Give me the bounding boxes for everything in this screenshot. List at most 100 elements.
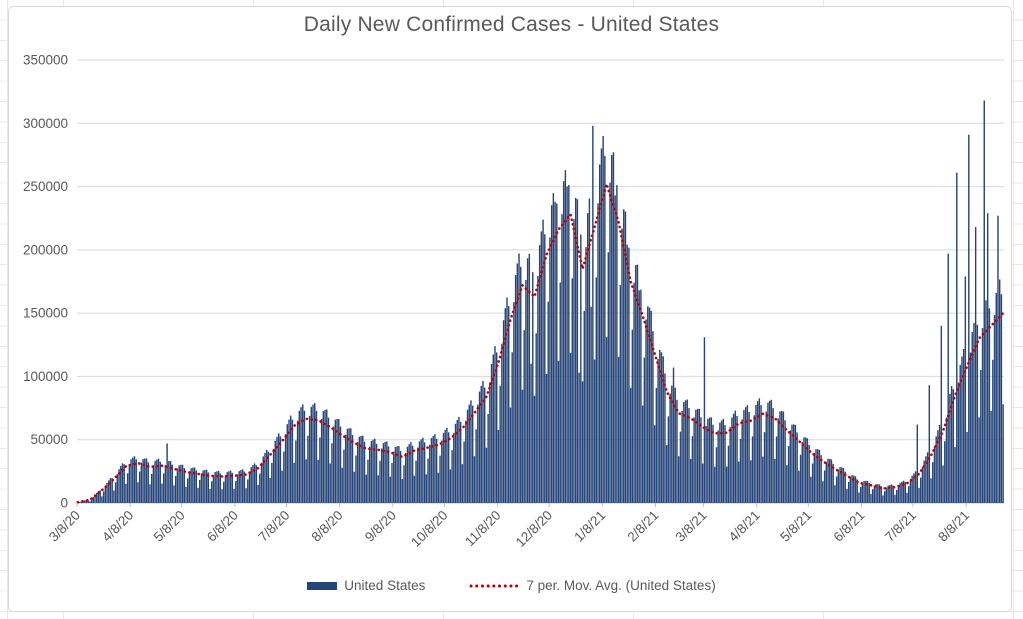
daily-bar [631,329,634,503]
daily-bar [430,438,433,503]
daily-bar [343,449,345,503]
daily-bar [514,275,517,503]
daily-bar [228,471,230,503]
daily-bar [904,481,906,503]
daily-bar [691,436,694,503]
daily-bar [890,484,893,503]
daily-bar [913,473,915,503]
daily-bar [705,425,707,503]
daily-bar [211,481,213,503]
daily-bar [159,461,161,503]
daily-bar [447,432,450,503]
daily-bar [889,484,891,503]
daily-bar [815,449,817,503]
daily-bar [774,458,776,503]
daily-bar [162,473,165,503]
daily-bar [315,410,318,503]
daily-bar [379,460,381,503]
daily-bar [914,471,917,503]
daily-bar [822,481,824,503]
daily-bar [909,479,912,503]
daily-bar [772,408,774,503]
legend-ma-label: 7 per. Mov. Avg. (United States) [526,578,716,593]
daily-bar [952,389,955,503]
daily-bar [411,445,414,503]
daily-bar [118,469,120,503]
daily-bar [985,300,987,503]
daily-bar [180,464,182,503]
daily-bar [871,489,874,503]
daily-bar [791,424,793,503]
daily-bar [226,472,228,503]
daily-bar [846,488,848,503]
daily-bar [787,446,790,503]
daily-bar [216,471,218,503]
daily-bar [741,419,743,503]
daily-bar [964,276,967,503]
y-tick-label: 300000 [23,116,68,131]
x-tick-label: 4/8/21 [726,508,763,545]
daily-bar [372,439,374,503]
daily-bar [803,437,805,503]
daily-bar [92,496,95,503]
y-tick-label: 250000 [23,179,68,194]
daily-bar [777,418,779,503]
daily-bar [617,356,620,503]
y-tick-label: 150000 [23,306,68,321]
daily-bar [355,455,357,503]
daily-bar [727,445,730,503]
x-tick-label: 4/8/20 [99,508,136,545]
daily-bar [863,480,865,503]
daily-bar [609,182,611,503]
daily-bar [698,408,700,503]
x-tick-label: 10/8/20 [408,508,450,550]
y-tick-label: 200000 [23,242,68,257]
daily-bar [171,464,173,503]
daily-bar [859,487,862,503]
daily-bar [552,193,555,503]
daily-bar [532,272,534,503]
daily-bar [190,468,192,503]
daily-bar [204,469,206,503]
daily-bar [137,482,139,503]
daily-bar [229,470,232,503]
daily-bar [715,447,718,503]
daily-bar [290,415,292,503]
daily-bar [207,472,210,503]
daily-bar [938,424,941,503]
daily-bar [956,172,958,503]
daily-bar [755,404,757,503]
bars-series-united-states [77,100,1004,504]
x-tick-label: 1/8/21 [571,508,608,545]
daily-bar [209,488,211,503]
daily-bar [655,387,658,503]
daily-bar [458,416,460,503]
daily-bar [465,420,467,503]
daily-bar [619,285,622,503]
daily-bar [133,456,136,503]
daily-bar [329,463,331,503]
daily-bar [974,227,977,503]
y-tick-label: 100000 [23,369,68,384]
daily-bar [885,487,888,503]
daily-bar [638,290,640,503]
daily-bar [659,349,661,503]
daily-bar [185,486,187,503]
daily-bar [341,467,343,503]
daily-bar [574,197,577,503]
daily-bar [111,478,113,503]
daily-bar [851,475,853,503]
legend-dotted-line-icon [469,584,519,587]
daily-bar [338,418,340,503]
daily-bar [164,465,167,503]
daily-bar [348,428,350,503]
daily-bar [875,484,877,503]
daily-bar [267,451,270,503]
daily-bar [782,411,785,503]
daily-bar [719,422,721,503]
daily-bar [808,445,810,503]
daily-bar [442,432,445,503]
daily-bar [138,471,141,503]
daily-bar [621,228,623,503]
x-tick-label: 8/8/20 [309,508,346,545]
